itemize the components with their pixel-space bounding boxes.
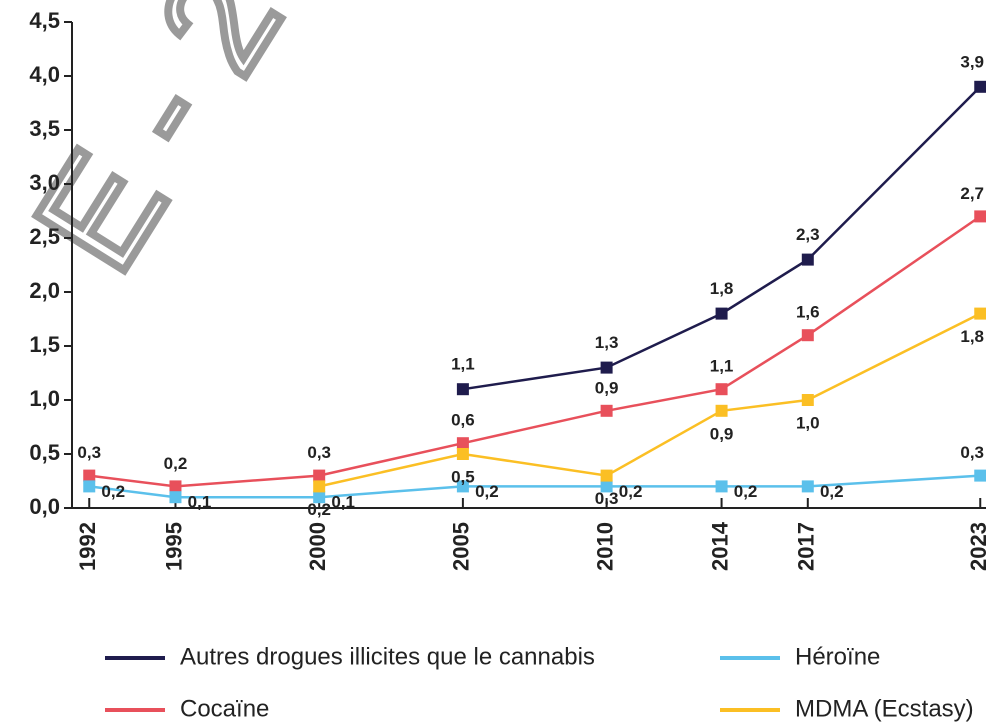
point xyxy=(456,383,469,396)
x-tick-label: 2000 xyxy=(305,522,330,571)
value-label: 0,2 xyxy=(101,482,125,501)
value-label: 0,9 xyxy=(595,378,619,397)
value-label: 1,8 xyxy=(710,279,734,298)
value-label: 0,2 xyxy=(475,482,499,501)
y-tick-label: 0,0 xyxy=(29,494,60,519)
y-tick-label: 3,5 xyxy=(29,116,60,141)
value-label: 1,1 xyxy=(451,355,475,374)
point xyxy=(313,491,326,504)
legend-label: Héroïne xyxy=(795,643,880,670)
y-tick-label: 2,5 xyxy=(29,224,60,249)
value-label: 0,2 xyxy=(820,482,844,501)
point xyxy=(715,383,728,396)
value-label: 0,9 xyxy=(710,424,734,443)
series-line xyxy=(318,312,981,488)
x-tick-label: 1992 xyxy=(75,522,100,571)
point xyxy=(974,80,986,93)
value-label: 1,1 xyxy=(710,357,734,376)
y-tick-label: 4,5 xyxy=(29,8,60,33)
value-label: 0,2 xyxy=(164,454,188,473)
point xyxy=(600,361,613,374)
value-label: 0,3 xyxy=(960,443,984,462)
value-label: 0,5 xyxy=(451,467,475,486)
value-label: 1,0 xyxy=(796,413,820,432)
point xyxy=(313,480,326,493)
point xyxy=(83,469,96,482)
point xyxy=(169,491,182,504)
y-tick-label: 1,5 xyxy=(29,332,60,357)
point xyxy=(313,469,326,482)
value-label: 0,6 xyxy=(451,411,475,430)
value-label: 1,3 xyxy=(595,333,619,352)
point xyxy=(456,448,469,460)
value-label: 0,3 xyxy=(307,443,331,462)
point xyxy=(715,307,728,320)
series-line xyxy=(462,85,982,391)
point xyxy=(600,404,613,417)
value-label: 2,3 xyxy=(796,225,820,244)
watermark: E - 20 xyxy=(2,0,357,298)
point xyxy=(600,480,613,493)
point xyxy=(83,480,96,493)
legend-label: Autres drogues illicites que le cannabis xyxy=(180,643,595,670)
series-line xyxy=(89,215,981,488)
y-tick-label: 0,5 xyxy=(29,440,60,465)
y-tick-label: 2,0 xyxy=(29,278,60,303)
x-tick-label: 2017 xyxy=(794,522,819,571)
point xyxy=(456,480,469,493)
value-label: 0,1 xyxy=(331,493,355,512)
value-label: 0,3 xyxy=(595,489,619,508)
value-label: 0,2 xyxy=(307,500,331,519)
point xyxy=(974,469,986,482)
legend-label: Cocaïne xyxy=(180,695,269,722)
x-tick-label: 1995 xyxy=(161,522,186,571)
point xyxy=(715,404,728,417)
point xyxy=(801,480,814,493)
point xyxy=(715,480,728,493)
point xyxy=(801,253,814,266)
x-tick-label: 2010 xyxy=(592,522,617,571)
x-tick-label: 2023 xyxy=(966,522,986,571)
value-label: 0,2 xyxy=(619,482,643,501)
value-label: 1,6 xyxy=(796,303,820,322)
x-tick-label: 2014 xyxy=(707,521,732,571)
point xyxy=(600,469,613,482)
value-label: 1,8 xyxy=(960,327,984,346)
value-label: 3,9 xyxy=(960,52,984,71)
y-tick-label: 1,0 xyxy=(29,386,60,411)
value-label: 0,2 xyxy=(734,482,758,501)
y-tick-label: 4,0 xyxy=(29,62,60,87)
point xyxy=(974,210,986,223)
point xyxy=(456,437,469,450)
x-tick-label: 2005 xyxy=(449,522,474,571)
point xyxy=(974,307,986,320)
point xyxy=(169,480,182,493)
legend-label: MDMA (Ecstasy) xyxy=(795,695,974,722)
series-line xyxy=(89,474,981,499)
value-label: 0,3 xyxy=(77,443,101,462)
point xyxy=(801,329,814,342)
value-label: 2,7 xyxy=(960,184,984,203)
y-tick-label: 3,0 xyxy=(29,170,60,195)
value-label: 0,1 xyxy=(188,493,212,512)
point xyxy=(801,394,814,406)
